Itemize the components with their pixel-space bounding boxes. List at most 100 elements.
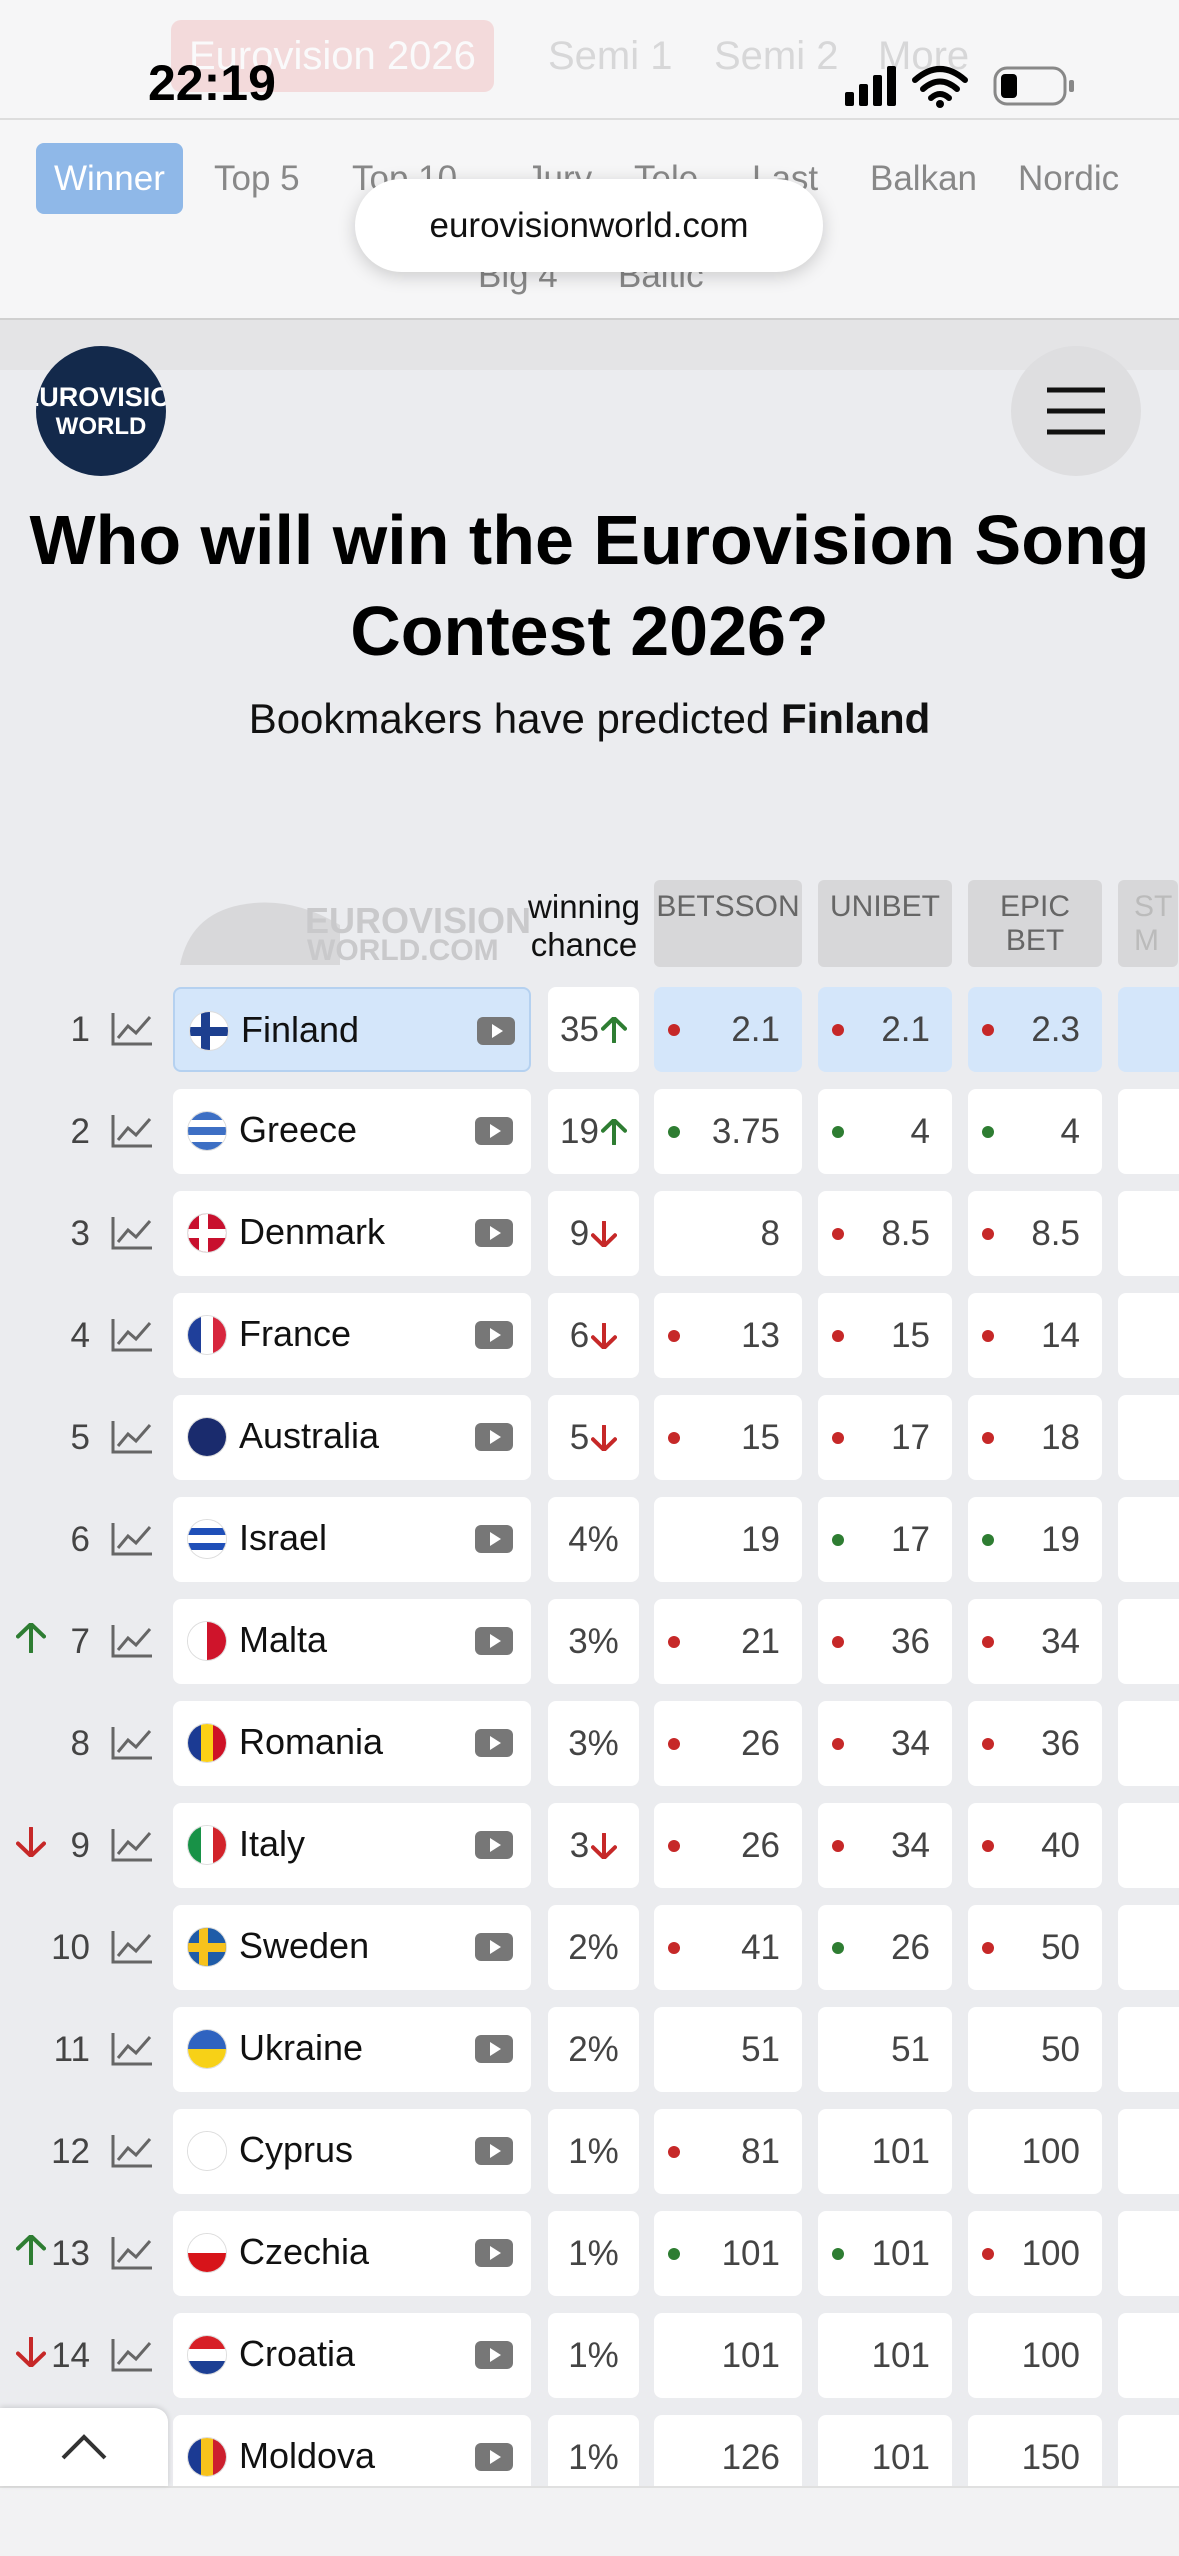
- video-icon: [475, 2035, 513, 2063]
- odds-cell[interactable]: 8.5: [968, 1191, 1102, 1276]
- video-icon: [475, 2137, 513, 2165]
- flag-stripe: [200, 2438, 214, 2476]
- odds-cell[interactable]: 81: [654, 2109, 802, 2194]
- odds-cell[interactable]: 21: [654, 1599, 802, 1684]
- flag-stripe: [188, 1622, 207, 1660]
- filter-tab[interactable]: Balkan: [870, 158, 978, 198]
- odds-cell[interactable]: 101: [818, 2415, 952, 2500]
- odds-cell[interactable]: 40: [968, 1803, 1102, 1888]
- country-cell[interactable]: Romania: [173, 1701, 531, 1786]
- odds-cell[interactable]: 26: [654, 1803, 802, 1888]
- odds-cell[interactable]: 34: [818, 1803, 952, 1888]
- odds-cell[interactable]: 3.75: [654, 1089, 802, 1174]
- flag-cross-v: [201, 1012, 210, 1050]
- flag-stripe: [188, 2361, 226, 2374]
- odds-dot: [982, 1228, 994, 1240]
- flag: [187, 2029, 227, 2069]
- odds-cell[interactable]: 15: [818, 1293, 952, 1378]
- odds-cell[interactable]: 100: [968, 2313, 1102, 2398]
- bookmaker-header[interactable]: EPIC BET: [968, 880, 1102, 967]
- odds-cell[interactable]: 51: [818, 2007, 952, 2092]
- odds-cell[interactable]: 4: [968, 1089, 1102, 1174]
- country-cell[interactable]: Italy: [173, 1803, 531, 1888]
- country-cell[interactable]: Denmark: [173, 1191, 531, 1276]
- odds-cell[interactable]: 101: [818, 2109, 952, 2194]
- filter-tab[interactable]: Winner: [36, 143, 183, 214]
- filter-tab[interactable]: Top 5: [214, 158, 300, 198]
- odds-dot: [668, 1636, 680, 1648]
- odds-cell[interactable]: 19: [654, 1497, 802, 1582]
- country-cell[interactable]: Israel: [173, 1497, 531, 1582]
- country-cell[interactable]: Ukraine: [173, 2007, 531, 2092]
- flag-stripe: [188, 1724, 201, 1762]
- country-name: Israel: [239, 1516, 328, 1558]
- odds-cell[interactable]: 18: [968, 1395, 1102, 1480]
- flag: [189, 1011, 229, 1051]
- menu-button[interactable]: [1011, 346, 1141, 476]
- odds-cell[interactable]: 8.5: [818, 1191, 952, 1276]
- odds-cell[interactable]: 2.1: [654, 987, 802, 1072]
- rank: 14: [51, 2335, 90, 2375]
- odds-cell[interactable]: 51: [654, 2007, 802, 2092]
- odds-cell[interactable]: 100: [968, 2211, 1102, 2296]
- odds-cell[interactable]: 34: [818, 1701, 952, 1786]
- odds-cell[interactable]: 26: [654, 1701, 802, 1786]
- bookmaker-header[interactable]: UNIBET: [818, 880, 952, 967]
- odds-cell[interactable]: 19: [968, 1497, 1102, 1582]
- country-cell[interactable]: Cyprus: [173, 2109, 531, 2194]
- odds-cell[interactable]: 34: [968, 1599, 1102, 1684]
- odds-cell[interactable]: 2.3: [968, 987, 1102, 1072]
- odds-cell[interactable]: 126: [654, 2415, 802, 2500]
- odds-cell[interactable]: 101: [654, 2211, 802, 2296]
- country-cell[interactable]: Czechia: [173, 2211, 531, 2296]
- country-cell[interactable]: Sweden: [173, 1905, 531, 1990]
- country-cell[interactable]: France: [173, 1293, 531, 1378]
- odds-cell[interactable]: 50: [968, 2007, 1102, 2092]
- chart-icon: [111, 1625, 152, 1658]
- country-cell[interactable]: Australia: [173, 1395, 531, 1480]
- bookmaker-header-partial: ST M: [1118, 880, 1178, 967]
- country-cell[interactable]: Malta: [173, 1599, 531, 1684]
- odds-cell[interactable]: 13: [654, 1293, 802, 1378]
- odds-cell[interactable]: 101: [818, 2313, 952, 2398]
- odds-cell[interactable]: 17: [818, 1497, 952, 1582]
- scroll-top-button[interactable]: [0, 2408, 168, 2486]
- odds-cell[interactable]: 41: [654, 1905, 802, 1990]
- odds-cell[interactable]: 2.1: [818, 987, 952, 1072]
- odds-cell[interactable]: 8: [654, 1191, 802, 1276]
- odds-cell-partial: [1118, 1191, 1179, 1276]
- odds-cell[interactable]: 26: [818, 1905, 952, 1990]
- odds-cell[interactable]: 100: [968, 2109, 1102, 2194]
- flag-stripe: [188, 1527, 226, 1536]
- odds-cell[interactable]: 101: [818, 2211, 952, 2296]
- bookmaker-header[interactable]: BETSSON: [654, 880, 802, 967]
- odds-value: 2.1: [731, 1009, 780, 1049]
- country-cell[interactable]: Moldova: [173, 2415, 531, 2500]
- odds-dot: [668, 1126, 680, 1138]
- chance-cell: 3: [548, 1803, 639, 1888]
- chance-value: 1%: [568, 2335, 619, 2375]
- odds-cell[interactable]: 14: [968, 1293, 1102, 1378]
- odds-cell[interactable]: 17: [818, 1395, 952, 1480]
- flag-stripe: [200, 1826, 214, 1864]
- odds-cell[interactable]: 101: [654, 2313, 802, 2398]
- rank: 12: [51, 2131, 90, 2171]
- filter-tab[interactable]: Nordic: [1018, 158, 1120, 198]
- odds-value: 101: [721, 2335, 780, 2375]
- odds-cell[interactable]: 150: [968, 2415, 1102, 2500]
- country-cell[interactable]: Croatia: [173, 2313, 531, 2398]
- odds-cell[interactable]: 36: [968, 1701, 1102, 1786]
- video-icon: [475, 2341, 513, 2369]
- odds-cell[interactable]: 50: [968, 1905, 1102, 1990]
- chart-icon: [111, 1319, 152, 1352]
- odds-cell[interactable]: 36: [818, 1599, 952, 1684]
- odds-cell[interactable]: 15: [654, 1395, 802, 1480]
- odds-cell[interactable]: 4: [818, 1089, 952, 1174]
- rank: 13: [51, 2233, 90, 2273]
- country-cell[interactable]: Finland: [173, 987, 531, 1072]
- url-pill[interactable]: eurovisionworld.com: [355, 179, 823, 272]
- country-cell[interactable]: Greece: [173, 1089, 531, 1174]
- country-name: Denmark: [239, 1210, 386, 1252]
- odds-dot: [982, 1636, 994, 1648]
